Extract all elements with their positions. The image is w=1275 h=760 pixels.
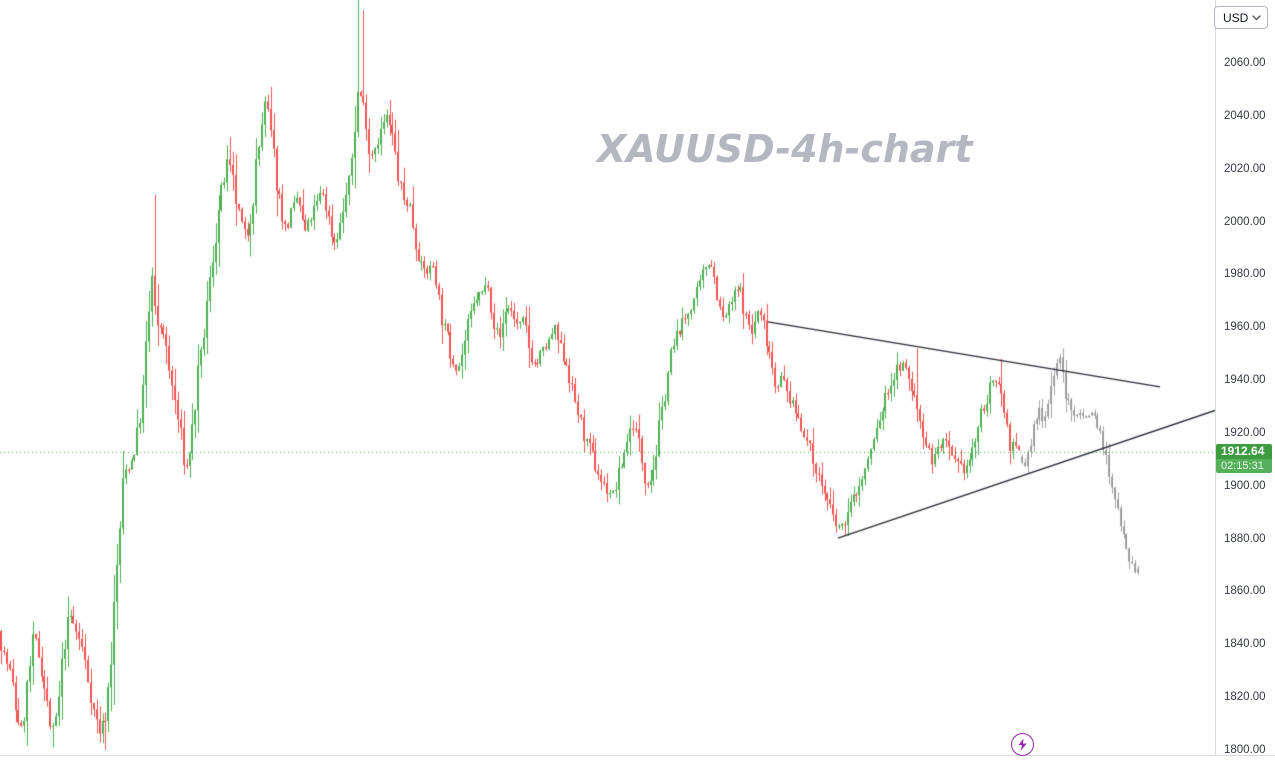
price-tick-label: 1880.00 — [1224, 532, 1266, 545]
currency-select[interactable]: USD — [1214, 6, 1268, 29]
bar-countdown: 02:15:31 — [1216, 459, 1272, 474]
candlestick-chart-canvas[interactable] — [0, 0, 1215, 756]
lightning-icon — [1018, 738, 1027, 751]
price-tick-label: 1860.00 — [1224, 585, 1266, 598]
price-tick-label: 2040.00 — [1224, 109, 1266, 122]
flash-icon-button[interactable] — [1011, 733, 1034, 756]
price-tick-label: 1920.00 — [1224, 426, 1266, 439]
price-tick-label: 1960.00 — [1224, 321, 1266, 334]
currency-select-label: USD — [1223, 10, 1249, 25]
price-tick-label: 1840.00 — [1224, 638, 1266, 651]
chevron-down-icon — [1252, 14, 1261, 21]
price-tick-label: 2060.00 — [1224, 57, 1266, 69]
price-axis[interactable]: 2060.00 2040.00 2020.00 2000.00 1980.00 1960.… — [1215, 0, 1275, 756]
last-price-label: 1912.64 02:15:31 — [1216, 444, 1272, 474]
price-tick-label: 1980.00 — [1224, 268, 1266, 281]
price-tick-label: 1800.00 — [1224, 744, 1266, 756]
price-tick-label: 2000.00 — [1224, 215, 1266, 228]
price-tick-label: 2020.00 — [1224, 162, 1266, 175]
last-price-value: 1912.64 — [1216, 444, 1272, 460]
price-tick-label: 1940.00 — [1224, 374, 1266, 387]
price-tick-label: 1820.00 — [1224, 691, 1266, 704]
price-tick-label: 1900.00 — [1224, 479, 1266, 492]
time-axis[interactable] — [0, 755, 1275, 760]
